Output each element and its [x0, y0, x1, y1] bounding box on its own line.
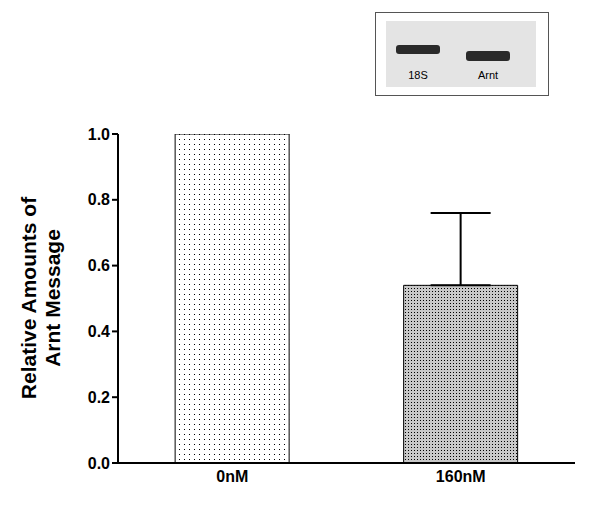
svg-text:0.6: 0.6	[88, 257, 110, 274]
svg-text:0nM: 0nM	[216, 468, 248, 485]
svg-text:Relative Amounts ofArnt Messag: Relative Amounts ofArnt Message	[17, 196, 64, 399]
svg-text:0.2: 0.2	[88, 389, 110, 406]
svg-text:0.8: 0.8	[88, 191, 110, 208]
html-text:Arnt: Arnt	[477, 69, 499, 81]
svg-text:160nM: 160nM	[436, 468, 486, 485]
svg-text:1.0: 1.0	[88, 126, 110, 143]
svg-text:0.4: 0.4	[88, 323, 110, 340]
svg-text:0.0: 0.0	[88, 455, 110, 472]
html-text:18S: 18S	[408, 69, 428, 81]
